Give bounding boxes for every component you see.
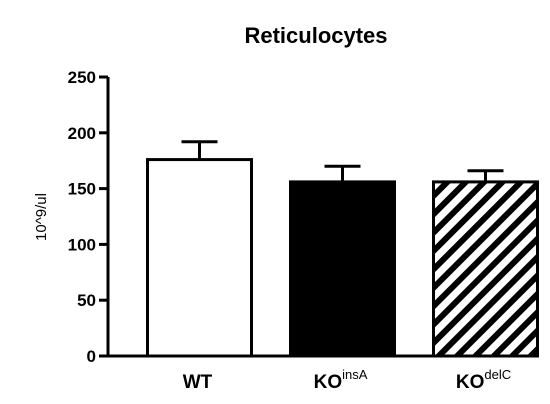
- y-axis-label: 10^9/ul: [33, 193, 50, 241]
- x-tick-label: KOdelC: [456, 367, 511, 393]
- bar: [146, 158, 253, 358]
- x-tick-label-main: KO: [456, 372, 485, 393]
- bar: [289, 180, 396, 358]
- x-tick-label-main: KO: [314, 372, 343, 393]
- y-tick-label: 150: [68, 180, 96, 199]
- y-tick-label: 50: [77, 291, 96, 310]
- bar: [432, 180, 539, 358]
- x-tick-label-superscript: insA: [342, 367, 368, 382]
- y-tick-label: 0: [87, 347, 96, 366]
- y-tick-label: 100: [68, 235, 96, 254]
- x-tick-label: KOinsA: [314, 367, 368, 393]
- x-tick-labels: WT KOinsA KOdelC: [183, 367, 511, 393]
- x-tick-label: WT: [183, 372, 213, 393]
- x-tick-label-superscript: delC: [484, 367, 511, 382]
- chart-title: Reticulocytes: [244, 23, 387, 48]
- y-tick-label: 200: [68, 124, 96, 143]
- x-tick-label-main: WT: [183, 372, 213, 393]
- bars: [146, 140, 539, 358]
- y-tick-label: 250: [68, 68, 96, 87]
